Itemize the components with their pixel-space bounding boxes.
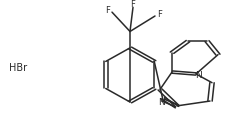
Text: N: N — [158, 98, 165, 107]
Text: HBr: HBr — [9, 63, 27, 73]
Text: F: F — [157, 10, 162, 20]
Text: N: N — [195, 71, 202, 80]
Text: F: F — [131, 0, 135, 9]
Text: F: F — [105, 6, 110, 15]
